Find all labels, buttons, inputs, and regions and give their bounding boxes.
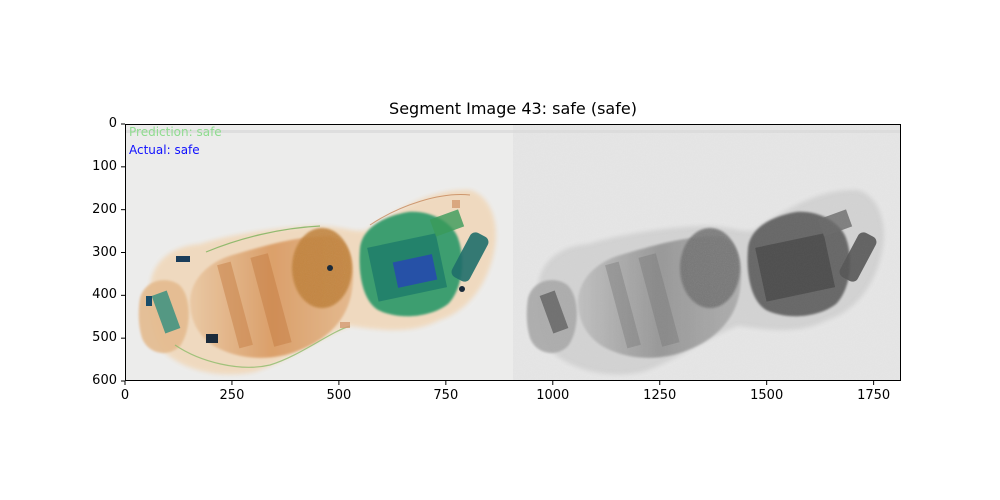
y-tick-label: 400 [92, 287, 117, 303]
image-content [125, 124, 901, 381]
y-tick-label: 600 [92, 373, 117, 388]
y-axis-ticks [121, 123, 125, 382]
x-tick-label: 500 [326, 388, 352, 403]
y-tick-label: 500 [92, 330, 117, 346]
prediction-text: Prediction: safe [129, 125, 222, 139]
grayscale-segment-image [513, 124, 901, 381]
plot-title: Segment Image 43: safe (safe) [389, 99, 637, 118]
x-tick-label: 250 [219, 388, 245, 403]
y-tick-label: 200 [92, 201, 117, 217]
x-tick-label: 750 [433, 388, 459, 403]
color-xray-image [138, 189, 496, 375]
x-tick-label: 1250 [643, 388, 677, 403]
axes-frame [125, 124, 901, 381]
x-tick-label: 1750 [857, 388, 891, 403]
y-tick-label: 300 [92, 244, 117, 260]
y-tick-label: 100 [92, 158, 117, 174]
actual-text: Actual: safe [129, 143, 200, 157]
x-tick-label: 0 [120, 388, 130, 403]
x-tick-label: 1000 [536, 388, 570, 403]
x-axis-ticks [124, 381, 875, 385]
y-tick-label: 0 [108, 116, 117, 131]
x-tick-label: 1500 [750, 388, 784, 403]
